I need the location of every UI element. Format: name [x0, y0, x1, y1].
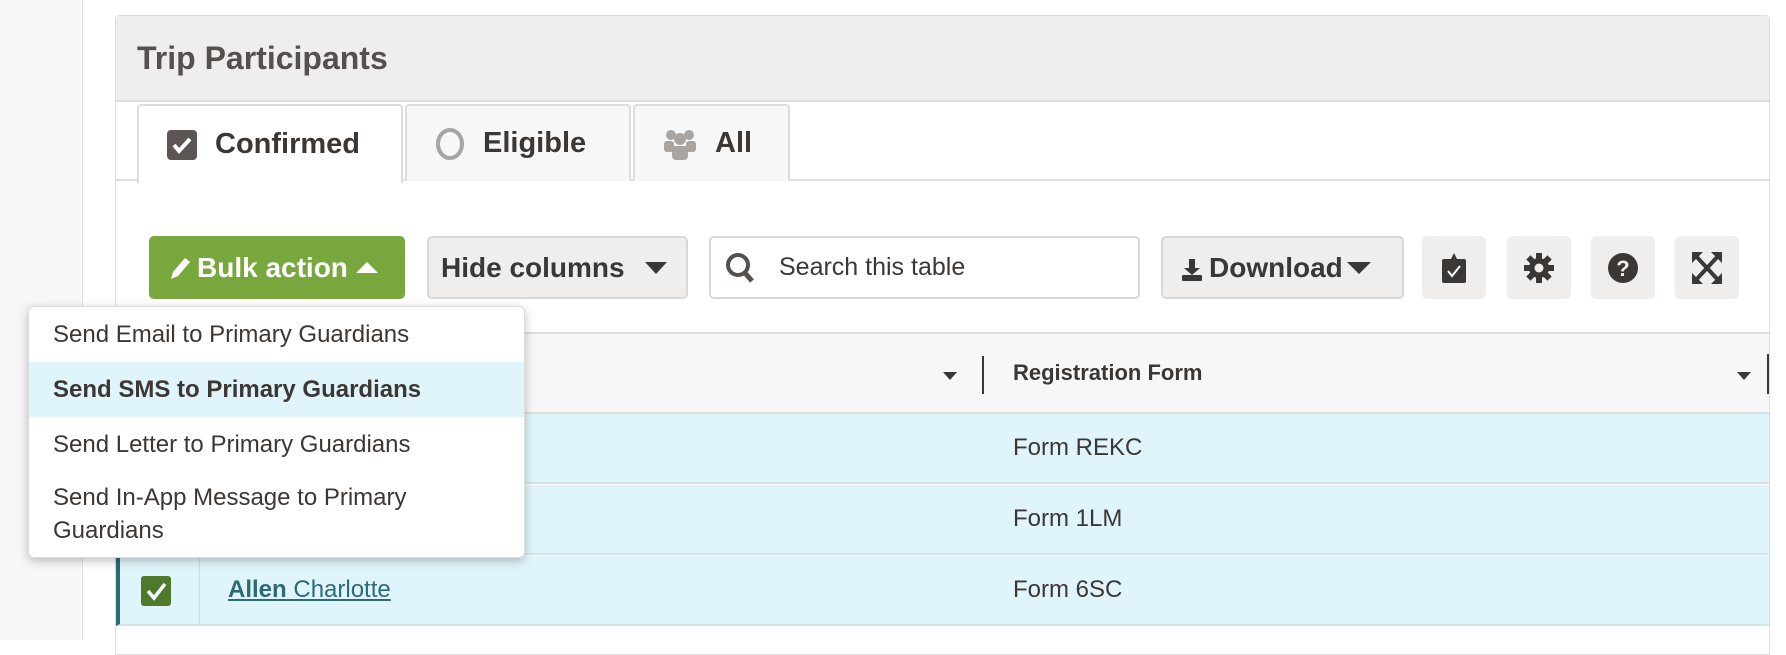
tab-label: Confirmed: [215, 128, 360, 160]
caret-down-icon: [1346, 261, 1371, 274]
settings-button[interactable]: [1507, 236, 1571, 299]
tab-label: All: [715, 127, 753, 159]
column-divider[interactable]: [982, 356, 984, 394]
tab-all[interactable]: All: [633, 104, 790, 181]
menu-item-send-email[interactable]: Send Email to Primary Guardians: [53, 321, 410, 348]
download-icon: [1181, 255, 1203, 281]
tab-bar: Confirmed Eligible All: [116, 104, 1769, 183]
checkmark-icon: [146, 582, 167, 601]
sort-caret-icon[interactable]: [1737, 372, 1751, 380]
search-icon: [725, 252, 755, 284]
checkbox-checked-icon: [167, 129, 197, 160]
panel-header: Trip Participants: [116, 16, 1769, 102]
column-divider: [199, 556, 200, 626]
menu-item-send-in-app-message[interactable]: Send In-App Message to Primary Guardians: [53, 484, 407, 544]
registration-form-cell: Form REKC: [1013, 434, 1143, 461]
help-button[interactable]: ?: [1591, 236, 1655, 299]
menu-item-send-sms[interactable]: Send SMS to Primary Guardians: [29, 362, 524, 417]
registration-form-cell: Form 6SC: [1013, 576, 1123, 603]
hide-columns-button[interactable]: Hide columns: [427, 236, 688, 299]
pencil-icon: [167, 255, 191, 281]
row-checkbox[interactable]: [141, 576, 171, 606]
svg-text:?: ?: [1616, 256, 1629, 281]
column-divider[interactable]: [1767, 354, 1769, 394]
column-header-registration-form[interactable]: Registration Form: [1013, 360, 1203, 385]
caret-down-icon: [644, 261, 667, 274]
last-name: Allen: [228, 576, 287, 603]
sort-caret-icon[interactable]: [943, 372, 957, 380]
hide-columns-label: Hide columns: [441, 251, 625, 283]
gear-icon: [1523, 252, 1555, 284]
help-icon: ?: [1607, 252, 1639, 284]
panel-title: Trip Participants: [137, 40, 388, 76]
tab-eligible[interactable]: Eligible: [405, 104, 631, 181]
users-icon: [663, 128, 697, 160]
circle-outline-icon: [435, 127, 465, 160]
checklist-button[interactable]: [1422, 236, 1486, 299]
registration-form-cell: Form 1LM: [1013, 505, 1123, 532]
search-placeholder: Search this table: [779, 253, 966, 281]
bulk-action-menu: Send Email to Primary Guardians Send SMS…: [28, 306, 525, 558]
search-input[interactable]: Search this table: [709, 236, 1140, 299]
fullscreen-button[interactable]: [1675, 236, 1739, 299]
participant-name-link[interactable]: Allen Charlotte: [228, 576, 391, 604]
caret-up-icon: [355, 262, 378, 273]
tab-confirmed[interactable]: Confirmed: [137, 104, 403, 183]
download-button[interactable]: Download: [1161, 236, 1404, 299]
table-row[interactable]: Allen Charlotte Form 6SC: [116, 556, 1769, 626]
first-name: Charlotte: [293, 576, 391, 603]
bulk-action-button[interactable]: Bulk action: [149, 236, 405, 299]
bulk-action-label: Bulk action: [197, 251, 348, 283]
menu-item-send-letter[interactable]: Send Letter to Primary Guardians: [53, 430, 411, 458]
download-label: Download: [1209, 251, 1343, 283]
checklist-icon: [1440, 251, 1468, 285]
tab-label: Eligible: [483, 127, 587, 159]
expand-icon: [1691, 251, 1723, 285]
